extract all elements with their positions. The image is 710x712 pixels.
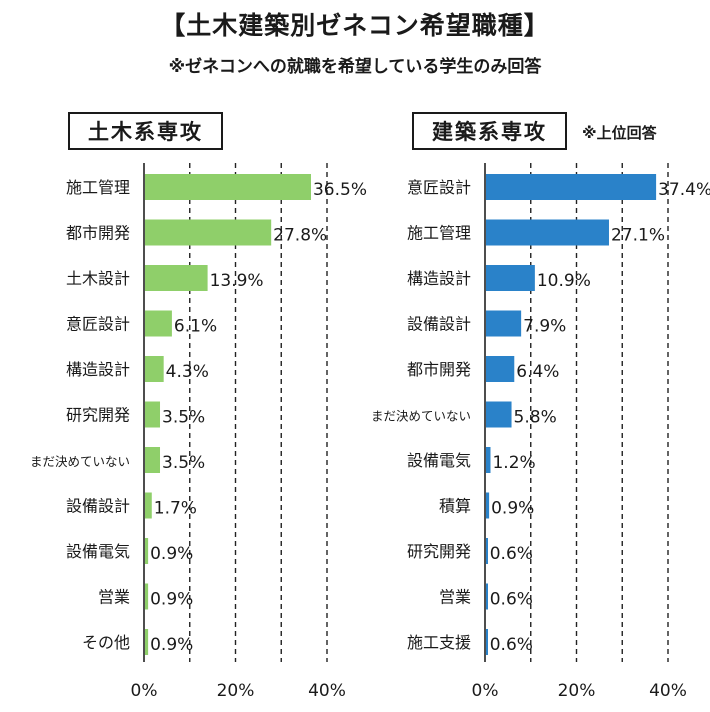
left-value-label: 1.7%	[154, 499, 197, 519]
right-bar	[486, 219, 609, 246]
left-value-label: 6.1%	[174, 317, 217, 337]
left-bar	[145, 401, 161, 428]
left-bar	[145, 629, 149, 655]
chart-subtitle: ※ゼネコンへの就職を希望している学生のみ回答	[168, 57, 542, 77]
right-value-label: 0.6%	[490, 590, 533, 610]
right-category-label: 施工支援	[407, 633, 471, 652]
right-tick-label: 20%	[558, 681, 596, 701]
right-category-label: 都市開発	[407, 360, 471, 379]
right-value-label: 10.9%	[537, 271, 591, 291]
left-bar	[145, 219, 272, 246]
left-category-label: 営業	[98, 588, 130, 607]
left-value-label: 27.8%	[273, 226, 327, 246]
left-bar	[145, 174, 311, 200]
right-category-label: 構造設計	[407, 269, 471, 288]
left-value-label: 36.5%	[313, 180, 367, 200]
right-bar	[486, 356, 515, 382]
left-value-label: 0.9%	[150, 544, 193, 564]
chart-title: 【土木建築別ゼネコン希望職種】	[160, 11, 550, 40]
left-category-label: 意匠設計	[66, 315, 130, 334]
right-value-label: 27.1%	[611, 226, 665, 246]
right-bar	[486, 583, 488, 610]
left-value-label: 0.9%	[150, 635, 193, 655]
right-value-label: 6.4%	[516, 362, 559, 382]
left-tick-label: 0%	[131, 681, 158, 701]
left-value-label: 4.3%	[166, 362, 209, 382]
right-tick-label: 0%	[472, 681, 499, 701]
left-category-label: 施工管理	[66, 178, 130, 197]
right-category-label: まだ決めていない	[371, 409, 471, 424]
left-category-label: 構造設計	[66, 360, 130, 379]
right-value-label: 37.4%	[658, 180, 710, 200]
left-bar	[145, 492, 152, 519]
right-bar	[486, 629, 488, 655]
left-tick-label: 40%	[308, 681, 346, 701]
left-category-label: 設備設計	[66, 497, 130, 516]
right-category-label: 設備電気	[407, 451, 471, 470]
left-bar	[145, 447, 161, 473]
left-category-label: まだ決めていない	[30, 454, 130, 469]
right-value-label: 1.2%	[492, 453, 535, 473]
right-bar	[486, 492, 490, 519]
left-bar	[145, 310, 172, 337]
left-category-label: 研究開発	[66, 406, 130, 425]
right-bar	[486, 447, 491, 473]
left-bar	[145, 538, 149, 564]
left-category-label: 土木設計	[66, 269, 130, 288]
left-value-label: 3.5%	[162, 408, 205, 428]
left-category-label: 設備電気	[66, 542, 130, 561]
right-value-label: 0.6%	[490, 544, 533, 564]
right-bar	[486, 401, 512, 428]
left-bar	[145, 265, 208, 291]
right-category-label: 営業	[439, 588, 471, 607]
left-panel-title: 土木系専攻	[68, 112, 223, 150]
left-value-label: 13.9%	[210, 271, 264, 291]
right-tick-label: 40%	[649, 681, 687, 701]
right-value-label: 7.9%	[523, 317, 566, 337]
right-bar	[486, 310, 522, 337]
left-category-label: その他	[82, 633, 130, 652]
right-bar	[486, 265, 535, 291]
right-panel-title: 建築系専攻	[412, 112, 567, 150]
left-bar	[145, 583, 149, 610]
right-bar	[486, 538, 488, 564]
right-value-label: 0.6%	[490, 635, 533, 655]
right-category-label: 積算	[439, 497, 471, 516]
left-tick-label: 20%	[217, 681, 255, 701]
left-value-label: 3.5%	[162, 453, 205, 473]
right-value-label: 5.8%	[514, 408, 557, 428]
right-category-label: 設備設計	[407, 315, 471, 334]
right-value-label: 0.9%	[491, 499, 534, 519]
right-category-label: 施工管理	[407, 224, 471, 243]
left-value-label: 0.9%	[150, 590, 193, 610]
top-answers-note: ※上位回答	[582, 124, 657, 142]
right-category-label: 意匠設計	[407, 178, 471, 197]
right-category-label: 研究開発	[407, 542, 471, 561]
left-bar	[145, 356, 164, 382]
left-category-label: 都市開発	[66, 224, 130, 243]
right-bar	[486, 174, 657, 200]
